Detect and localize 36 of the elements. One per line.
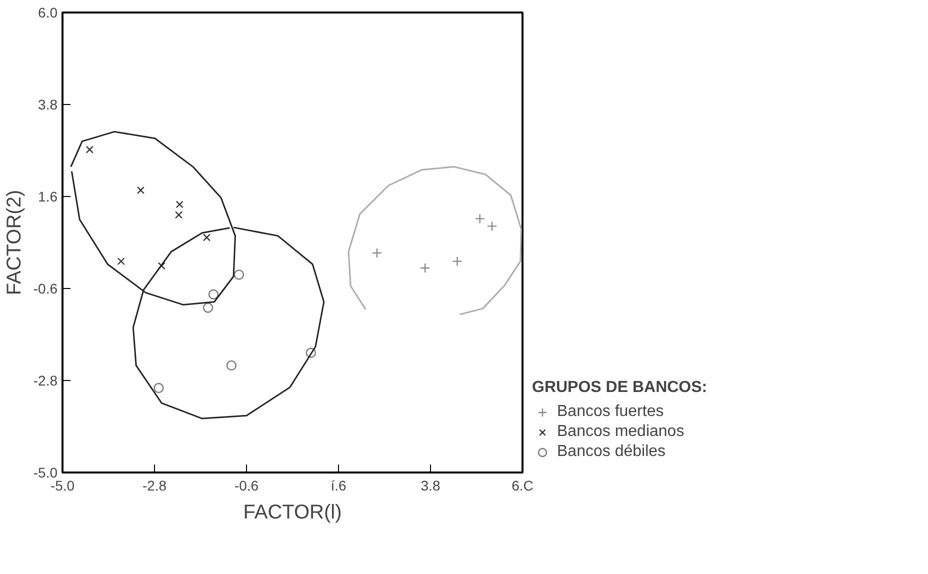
- point: [176, 200, 184, 208]
- x-tick-label: -5.0: [50, 478, 75, 494]
- y-tick-label: 3.8: [38, 96, 58, 112]
- y-axis-title: FACTOR(2): [3, 190, 26, 296]
- legend-label: Bancos débiles: [557, 443, 666, 461]
- point: [486, 221, 498, 232]
- point: [86, 146, 94, 154]
- point: [154, 382, 164, 394]
- legend-label: Bancos fuertes: [557, 403, 664, 421]
- point: [452, 256, 462, 266]
- point: [202, 302, 214, 313]
- x-axis-title: FACTOR(l): [243, 502, 342, 524]
- point: [174, 211, 183, 219]
- point: [372, 248, 382, 258]
- line-series: [348, 166, 522, 316]
- x-tick-label: í.6: [330, 478, 346, 494]
- point: [117, 258, 125, 266]
- x-tick-label: 6.C: [512, 478, 534, 494]
- point: [202, 234, 211, 242]
- legend-label: Bancos medianos: [557, 423, 684, 441]
- y-tick-label: -2.8: [33, 372, 58, 388]
- legend-title: GRUPOS DE BANCOS:: [532, 379, 708, 397]
- point: [136, 186, 144, 194]
- y-tick-label: -0.6: [33, 280, 58, 296]
- y-tick-label: 1.6: [38, 188, 58, 204]
- y-tick-label: -5.0: [33, 464, 58, 480]
- point: [226, 360, 237, 371]
- x-tick-label: 3.8: [420, 478, 440, 494]
- point: [474, 214, 485, 224]
- point: [420, 262, 430, 274]
- point: [234, 270, 244, 280]
- point: [306, 348, 316, 358]
- x-tick-label: -0.6: [234, 478, 259, 494]
- y-tick-label: 6.0: [38, 4, 58, 20]
- x-tick-label: -2.8: [142, 478, 167, 494]
- point: [208, 289, 219, 300]
